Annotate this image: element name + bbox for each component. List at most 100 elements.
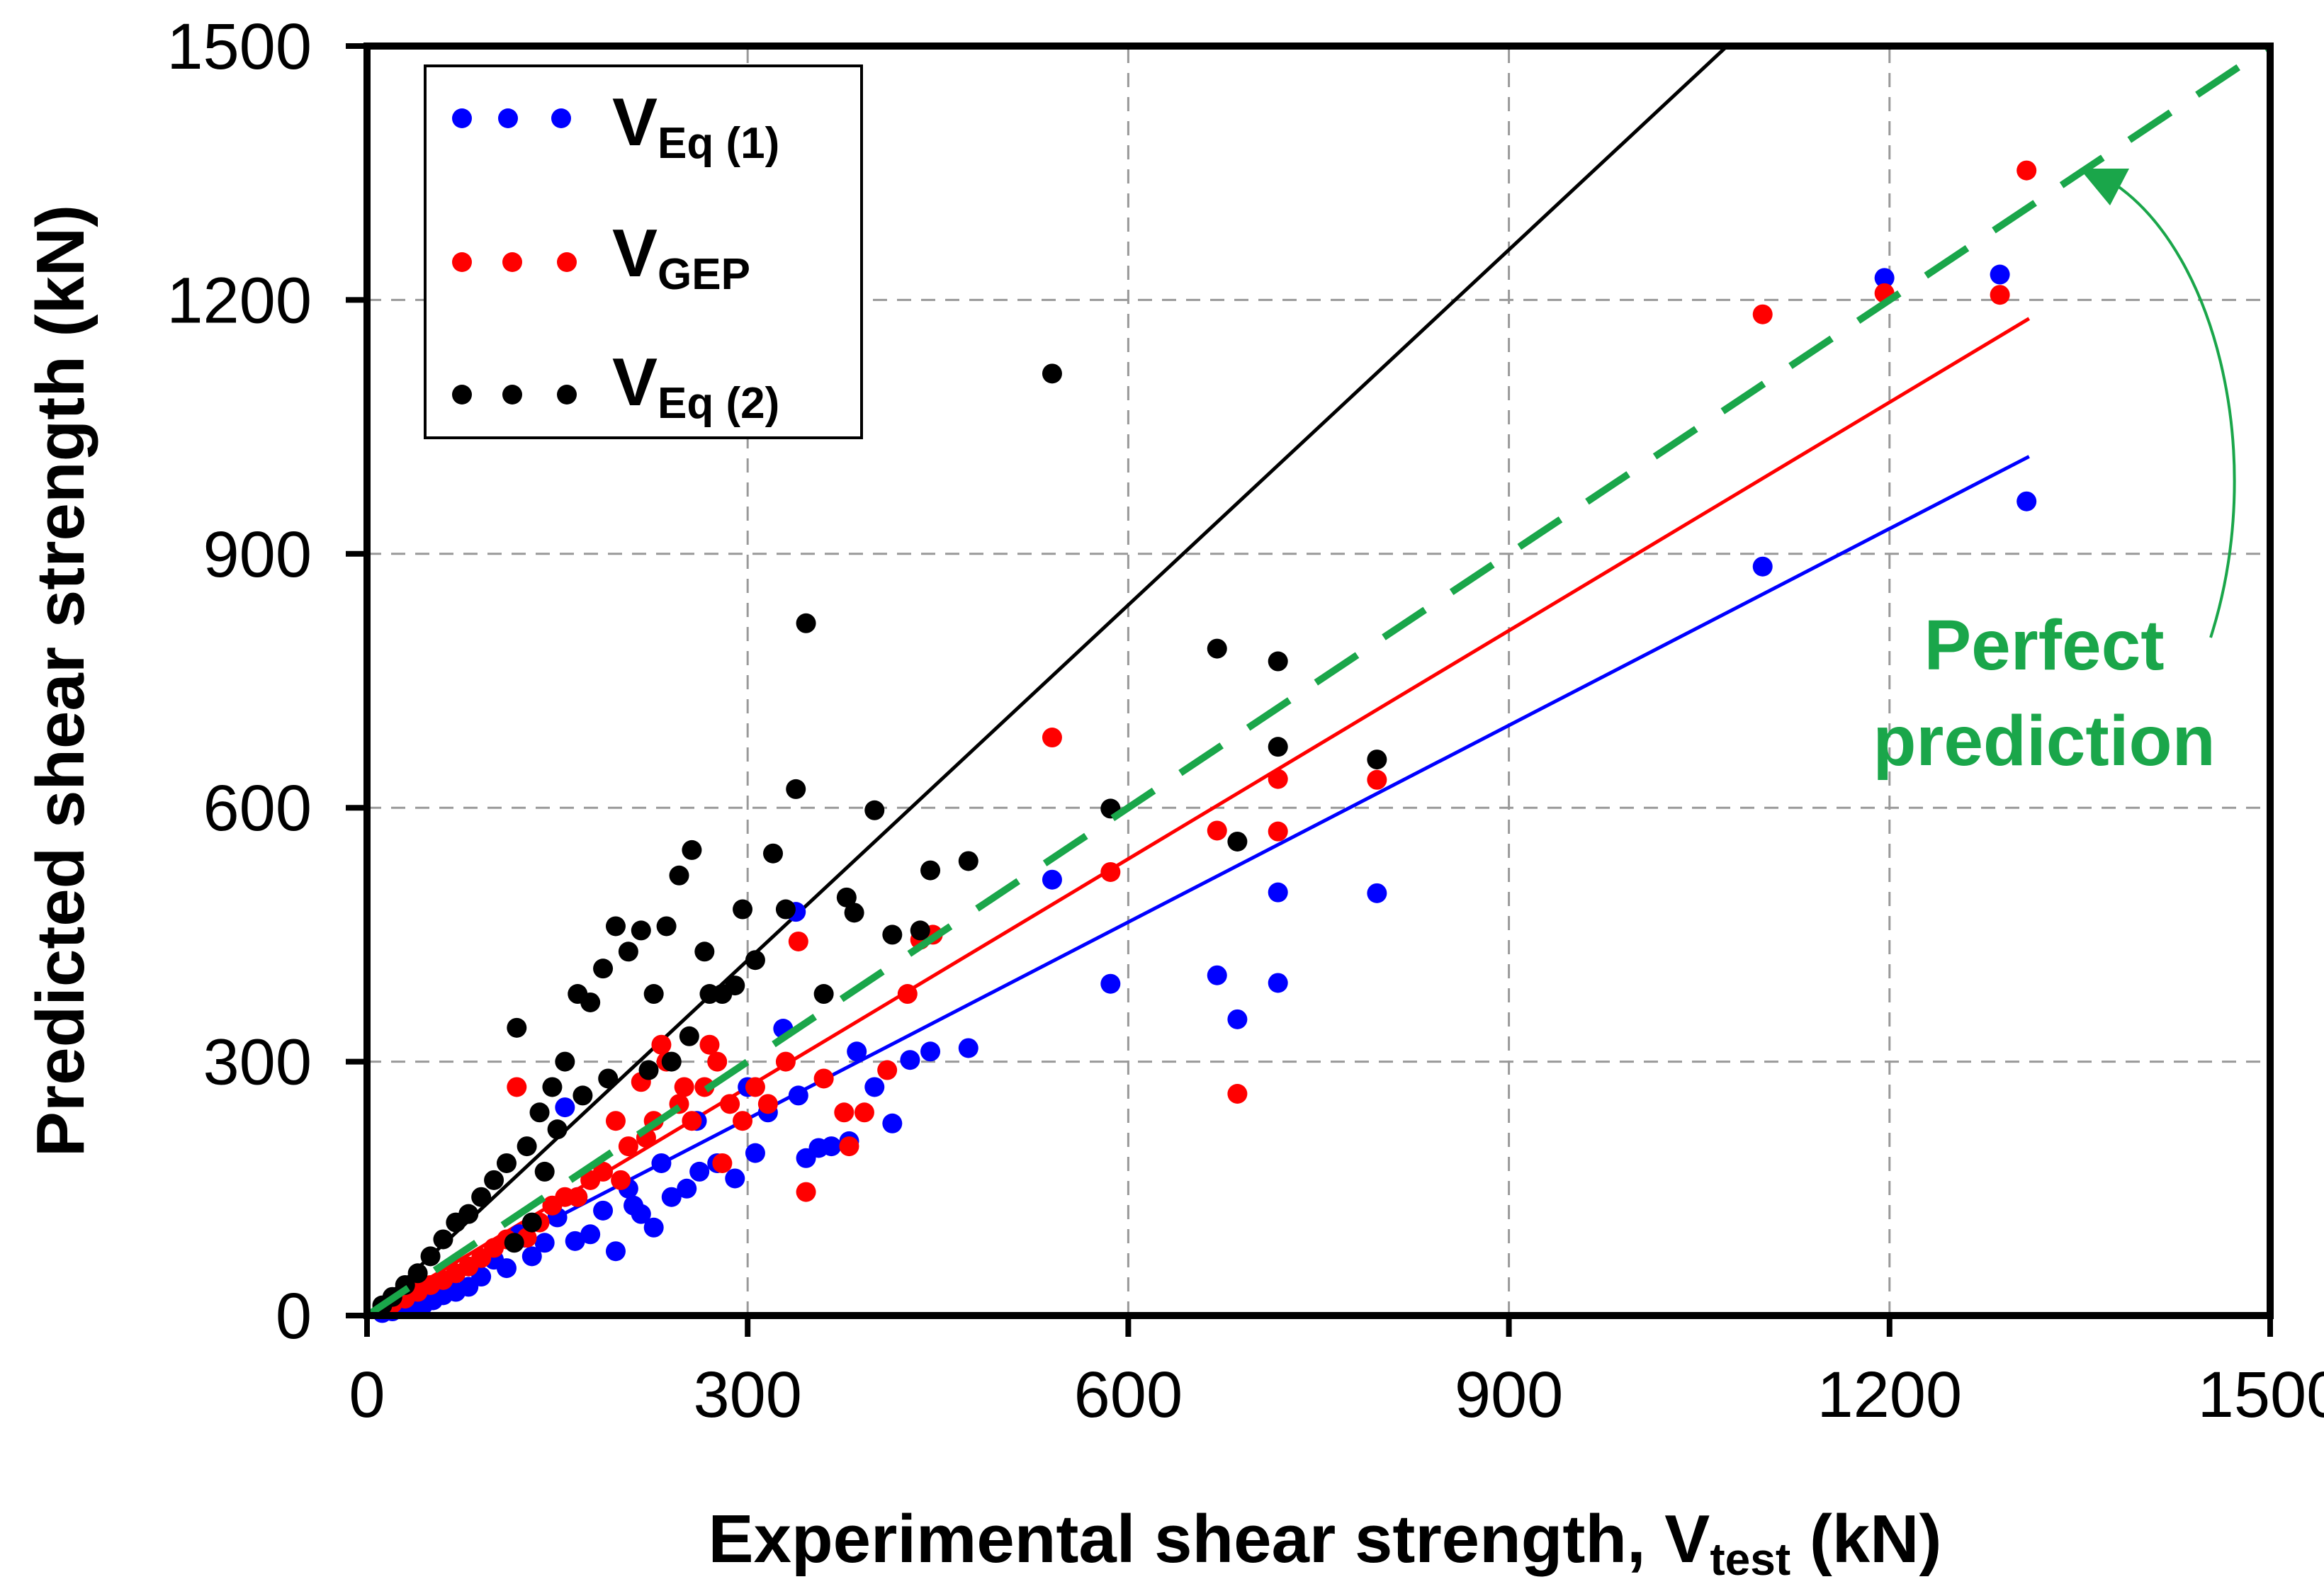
data-point	[1990, 264, 2010, 285]
ticks: 0 300 600 900 1200 1500 0 300 600 900 1200 1500	[167, 11, 2324, 1431]
data-point	[507, 1077, 527, 1097]
data-point	[1268, 973, 1288, 993]
data-point	[643, 984, 664, 1005]
data-point	[568, 984, 588, 1005]
data-point	[598, 1068, 619, 1089]
data-point	[1752, 556, 1773, 577]
annotation-line1: Perfect	[1924, 606, 2164, 685]
data-point	[900, 1050, 920, 1070]
data-point	[661, 1187, 682, 1207]
legend-marker	[557, 385, 577, 405]
legend-marker	[502, 252, 522, 272]
legend: VEq (1) VGEP VEq (2)	[424, 64, 863, 439]
data-point	[504, 1233, 524, 1253]
data-point	[796, 1148, 816, 1168]
data-point	[555, 1051, 575, 1072]
data-point	[725, 976, 745, 996]
series-V_Eq(2)	[372, 363, 1387, 1316]
data-point	[725, 1168, 745, 1189]
data-point	[2016, 491, 2037, 511]
x-tick-label: 1200	[1817, 1359, 1962, 1431]
data-point	[565, 1231, 585, 1251]
annotation-line2: prediction	[1873, 701, 2215, 781]
data-point	[796, 1182, 816, 1202]
data-point	[1268, 882, 1288, 903]
x-axis-title-main: Experimental shear strength, V	[709, 1501, 1710, 1577]
data-point	[839, 1136, 859, 1157]
data-point	[775, 899, 796, 920]
data-point	[517, 1136, 537, 1157]
data-point	[882, 924, 903, 945]
legend-label-gep: VGEP	[612, 215, 750, 299]
data-point	[1268, 769, 1288, 789]
data-point	[679, 1026, 699, 1046]
data-point	[844, 903, 864, 923]
data-point	[521, 1212, 542, 1233]
data-point	[958, 851, 978, 871]
data-point	[1100, 861, 1121, 882]
plot-frame	[363, 43, 2274, 1319]
data-point	[847, 1041, 867, 1062]
data-point	[669, 865, 689, 886]
data-point	[618, 1136, 638, 1157]
data-point	[720, 1094, 740, 1114]
data-point	[836, 887, 857, 907]
legend-marker	[452, 385, 472, 405]
annotation-arrow	[2114, 183, 2236, 638]
data-point	[651, 1034, 672, 1055]
data-point	[699, 984, 720, 1005]
data-point	[788, 1085, 808, 1106]
data-point	[682, 1111, 702, 1131]
data-point	[572, 1085, 593, 1106]
perfect-prediction-annotation: Perfect prediction	[1873, 169, 2236, 781]
data-point	[624, 1195, 644, 1216]
legend-entry-eq1: VEq (1)	[452, 84, 779, 168]
data-point	[920, 1041, 941, 1062]
data-point	[763, 843, 784, 864]
data-point	[555, 1097, 575, 1118]
data-point	[712, 1153, 733, 1173]
y-tick-label: 600	[203, 772, 312, 844]
data-point	[446, 1212, 466, 1233]
legend-entry-gep: VGEP	[452, 215, 750, 299]
data-point	[433, 1229, 453, 1250]
data-point	[542, 1195, 563, 1216]
data-point	[920, 860, 941, 881]
data-point	[471, 1187, 492, 1207]
fit-lines	[366, 45, 2031, 1318]
data-point	[834, 1102, 854, 1123]
data-point	[1990, 285, 2010, 305]
data-point	[757, 1094, 778, 1114]
legend-entry-eq2: VEq (2)	[452, 344, 779, 428]
legend-label-eq2: VEq (2)	[612, 344, 779, 428]
data-point	[1874, 268, 1895, 288]
annotation-arrowhead	[2080, 169, 2129, 205]
y-axis-title: Predicted shear strength (kN)	[23, 205, 98, 1157]
data-point	[745, 1077, 765, 1097]
data-point	[745, 1143, 765, 1163]
x-axis-title-unit: (kN)	[1790, 1501, 1941, 1577]
data-point	[813, 1068, 834, 1089]
data-point	[864, 800, 885, 820]
data-point	[529, 1102, 550, 1123]
data-point	[521, 1246, 542, 1267]
x-tick-label: 0	[349, 1359, 385, 1431]
data-point	[547, 1119, 568, 1140]
data-point	[1207, 638, 1227, 659]
y-tick-label: 0	[276, 1280, 312, 1352]
data-point	[682, 839, 702, 860]
y-tick-label: 1200	[167, 264, 312, 337]
data-point	[733, 1111, 753, 1131]
data-point	[605, 916, 626, 937]
data-point	[1042, 728, 1062, 748]
data-point	[813, 984, 834, 1005]
data-point	[707, 1051, 728, 1072]
data-point	[661, 1051, 682, 1072]
y-tick-label: 900	[203, 519, 312, 591]
data-point	[593, 959, 614, 979]
data-point	[694, 941, 715, 962]
data-point	[1367, 769, 1387, 790]
data-point	[689, 1161, 710, 1182]
data-point	[699, 1034, 720, 1055]
data-point	[534, 1233, 555, 1253]
